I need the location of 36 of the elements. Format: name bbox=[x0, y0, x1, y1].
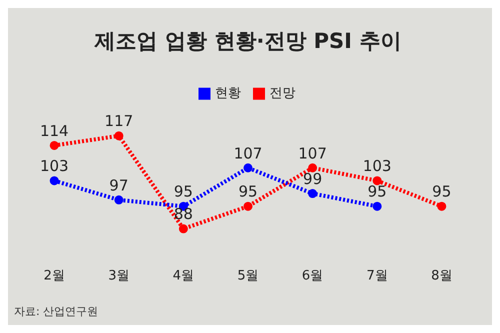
data-label: 95 bbox=[238, 182, 258, 201]
point bbox=[50, 176, 59, 186]
data-label: 88 bbox=[174, 205, 193, 224]
x-tick-label: 4월 bbox=[172, 268, 194, 284]
data-label: 114 bbox=[40, 122, 69, 140]
data-label: 95 bbox=[432, 182, 452, 201]
data-label: 107 bbox=[234, 144, 262, 162]
x-tick-label: 3월 bbox=[108, 268, 130, 284]
point bbox=[244, 202, 252, 211]
point bbox=[372, 176, 382, 186]
point bbox=[308, 189, 318, 198]
data-label: 95 bbox=[174, 182, 193, 201]
data-label: 99 bbox=[303, 170, 322, 188]
point bbox=[178, 224, 188, 234]
x-tick-label: 2월 bbox=[44, 268, 65, 284]
x-tick-label: 8월 bbox=[431, 268, 452, 284]
x-tick-label: 7월 bbox=[366, 268, 388, 284]
x-tick-label: 5월 bbox=[237, 268, 259, 284]
data-label: 107 bbox=[298, 144, 327, 162]
chart-title: 제조업 업황 현황·전망 PSI 추이 bbox=[94, 29, 402, 54]
data-label: 103 bbox=[40, 157, 69, 176]
point bbox=[308, 163, 318, 172]
point bbox=[114, 195, 124, 204]
text: 자료: 산업연구원 bbox=[14, 304, 98, 319]
data-label: 97 bbox=[109, 176, 128, 194]
point bbox=[50, 140, 59, 150]
data-label: 117 bbox=[104, 112, 134, 130]
point bbox=[437, 202, 446, 211]
point bbox=[114, 131, 124, 140]
legend-label: 전망 bbox=[270, 86, 296, 102]
legend-label: 현황 bbox=[215, 86, 241, 102]
data-label: 95 bbox=[368, 182, 387, 201]
x-tick-label: 6월 bbox=[302, 268, 324, 284]
point bbox=[372, 202, 382, 211]
point bbox=[244, 163, 252, 172]
data-label: 103 bbox=[362, 157, 392, 176]
